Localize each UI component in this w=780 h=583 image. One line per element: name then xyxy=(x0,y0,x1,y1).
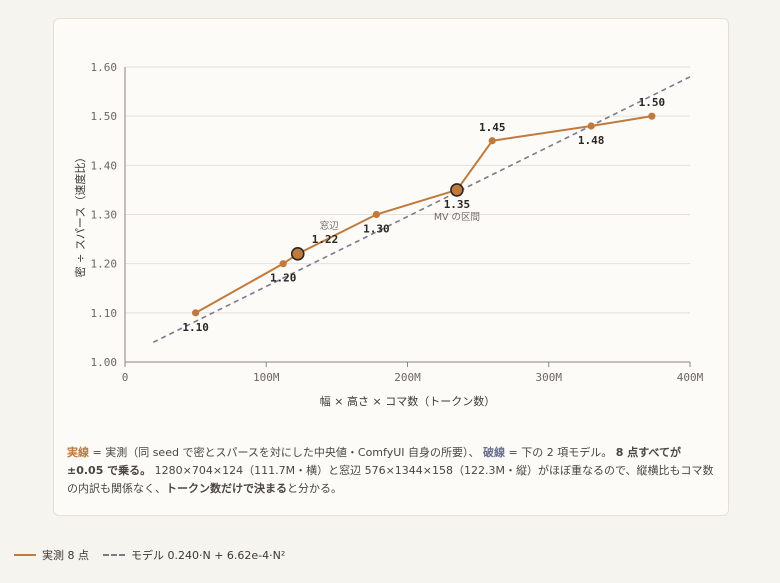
x-tick-label: 100M xyxy=(253,371,280,384)
y-tick-label: 1.10 xyxy=(91,307,118,320)
caption-part3: 1280×704×124（111.7M・横）と窓辺 576×1344×158（1… xyxy=(67,463,714,495)
data-point xyxy=(488,137,496,145)
caption-part2: = 下の 2 項モデル。 xyxy=(505,446,613,459)
caption-strong2: トークン数だけで決まる xyxy=(166,481,287,495)
data-point xyxy=(279,260,287,268)
y-tick-label: 1.40 xyxy=(91,159,118,172)
speed-ratio-chart: 1.00 1.10 1.20 1.30 1.40 1.50 1.60 0 100M 200M 300… xyxy=(73,61,704,408)
caption-solid-term: 実線 xyxy=(67,446,89,459)
data-point xyxy=(648,112,656,120)
data-point xyxy=(372,210,381,219)
y-tick-label: 1.00 xyxy=(91,356,118,369)
y-tick-label: 1.60 xyxy=(91,61,118,74)
legend-dashed-label: モデル 0.240·N + 6.62e-4·N² xyxy=(131,549,286,562)
data-label: 1.22 xyxy=(312,233,339,246)
highlighted-data-point xyxy=(450,183,464,197)
caption-part1: = 実測（同 seed で密とスパースを対にした中央値・ComfyUI 自身の所… xyxy=(89,446,480,459)
caption-dashed-term: 破線 xyxy=(483,446,506,459)
x-tick-label: 0 xyxy=(122,371,129,384)
x-tick-label: 300M xyxy=(536,371,563,384)
x-axis-title: 幅 × 高さ × コマ数（トークン数） xyxy=(320,394,495,408)
data-label: 1.10 xyxy=(182,321,209,334)
data-label: 1.45 xyxy=(479,121,506,134)
data-label: 1.20 xyxy=(270,272,297,285)
chart-legend: 実測 8 点 モデル 0.240·N + 6.62e-4·N² xyxy=(14,547,285,563)
chart-caption: 実線 = 実測（同 seed で密とスパースを対にした中央値・ComfyUI 自… xyxy=(67,444,717,497)
point-annotation: MV の区間 xyxy=(434,212,480,223)
legend-dashed-swatch xyxy=(103,554,125,556)
y-tick-label: 1.20 xyxy=(91,258,118,271)
caption-part4: と分かる。 xyxy=(287,481,342,495)
x-tick-label: 400M xyxy=(677,371,704,384)
data-point xyxy=(587,122,595,130)
data-label: 1.35 xyxy=(444,198,471,211)
data-label: 1.30 xyxy=(363,223,390,236)
data-label: 1.48 xyxy=(578,134,605,147)
model-dashed-line xyxy=(152,76,691,344)
x-tick-label: 200M xyxy=(394,371,421,384)
legend-solid-label: 実測 8 点 xyxy=(42,549,89,562)
data-point xyxy=(192,309,200,317)
y-tick-label: 1.30 xyxy=(91,209,118,222)
point-annotation: 窓辺 xyxy=(320,220,340,232)
data-label: 1.50 xyxy=(639,96,666,109)
chart-card xyxy=(53,18,729,516)
legend-solid-swatch xyxy=(14,554,36,556)
highlighted-data-point xyxy=(290,247,305,261)
y-axis-title: 密 ÷ スパース（速度比） xyxy=(73,152,87,278)
y-tick-label: 1.50 xyxy=(91,110,118,123)
caption-strong1: 8 点すべてが ±0.05 で乗る。 xyxy=(67,446,681,477)
